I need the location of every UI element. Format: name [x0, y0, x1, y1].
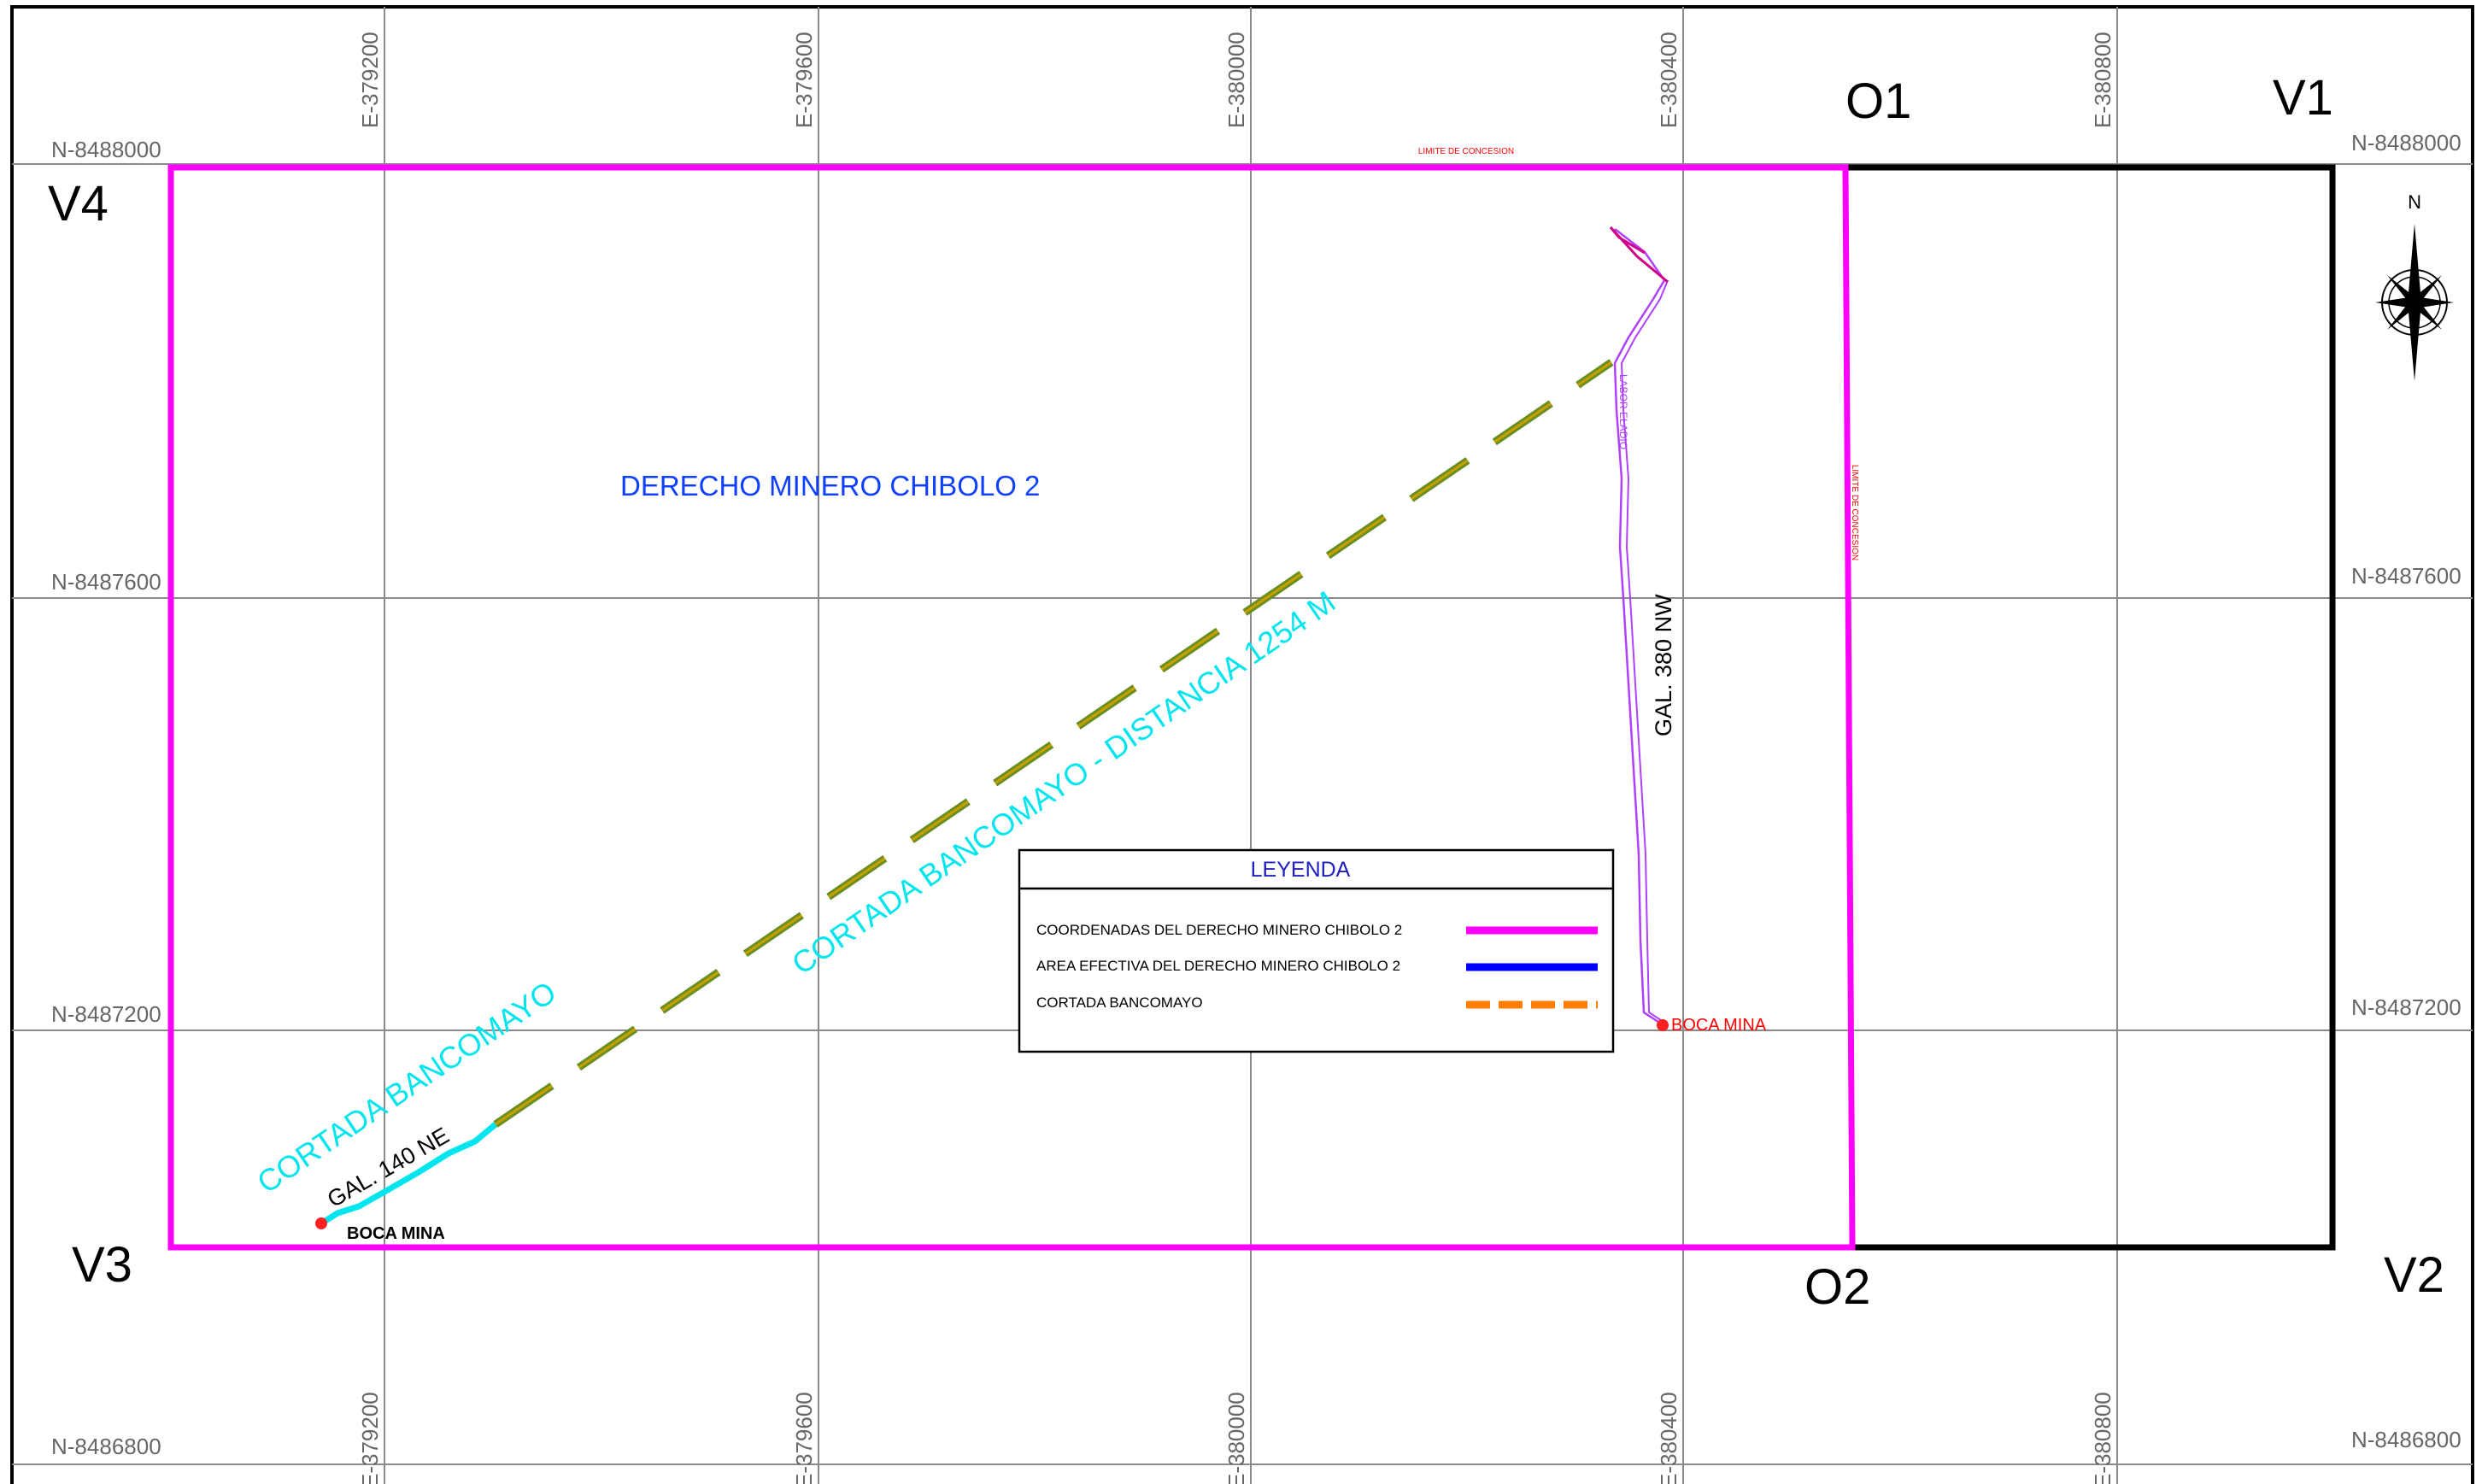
easting-label: E-380000 [1223, 32, 1249, 128]
easting-label: E-379600 [791, 1392, 817, 1484]
concession-name: DERECHO MINERO CHIBOLO 2 [620, 470, 1040, 502]
boca-mina-sw-marker [315, 1217, 327, 1229]
compass-point-north [2408, 224, 2421, 302]
legend-item-label: COORDENADAS DEL DERECHO MINERO CHIBOLO 2 [1036, 922, 1402, 938]
easting-label: E-380800 [2090, 32, 2115, 128]
north-arrow-icon: N [2375, 191, 2454, 381]
boca-mina-e-marker [1657, 1019, 1669, 1031]
gal-380-label: GAL. 380 NW [1651, 594, 1676, 736]
northing-label: N-8488000 [2351, 130, 2461, 155]
easting-label: E-379200 [357, 1392, 383, 1484]
northing-label: N-8487600 [2351, 563, 2461, 589]
vertex-v2: V2 [2384, 1247, 2444, 1303]
effective-area-boundary [1845, 167, 2332, 1247]
compass-point-south [2408, 302, 2421, 381]
legend-title: LEYENDA [1251, 858, 1351, 882]
boca-mina-e-label: BOCA MINA [1671, 1016, 1767, 1035]
limit-label-top: LIMITE DE CONCESION [1418, 147, 1514, 156]
easting-label: E-379200 [357, 32, 383, 128]
easting-label: E-380000 [1223, 1392, 1249, 1484]
easting-label: E-380400 [1656, 1392, 1681, 1484]
compass-north-label: N [2408, 191, 2421, 213]
map-frame [12, 7, 2473, 1484]
easting-label: E-379600 [791, 32, 817, 128]
northing-label: N-8486800 [2351, 1427, 2461, 1452]
vertex-v1: V1 [2273, 70, 2333, 126]
vertex-o2: O2 [1804, 1259, 1870, 1315]
legend-item-label: CORTADA BANCOMAYO [1036, 994, 1203, 1011]
northing-label: N-8487200 [51, 1001, 161, 1027]
vertex-o1: O1 [1845, 73, 1911, 129]
easting-label: E-380400 [1656, 32, 1681, 128]
northing-label: N-8486800 [51, 1434, 161, 1459]
vertex-labels: V4 V3 O1 O2 V1 V2 [48, 70, 2444, 1315]
easting-labels-bottom: E-379200 E-379600 E-380000 E-380400 E-38… [357, 1392, 2115, 1484]
labor-eladio-tip [1611, 227, 1668, 282]
legend-item-label: AREA EFECTIVA DEL DERECHO MINERO CHIBOLO… [1036, 958, 1400, 974]
vertex-v4: V4 [48, 176, 109, 232]
northing-label: N-8487600 [51, 569, 161, 595]
legend: LEYENDA COORDENADAS DEL DERECHO MINERO C… [1019, 850, 1613, 1052]
labor-eladio-label: LABOR ELADIO [1617, 374, 1629, 449]
vertex-v3: V3 [72, 1237, 132, 1293]
northing-label: N-8487200 [2351, 994, 2461, 1020]
northing-label: N-8488000 [51, 137, 161, 162]
easting-label: E-380800 [2090, 1392, 2115, 1484]
coordinate-grid [12, 7, 2473, 1484]
boca-mina-sw-label: BOCA MINA [347, 1224, 445, 1243]
limit-label-side: LIMITE DE CONCESION [1850, 465, 1859, 560]
